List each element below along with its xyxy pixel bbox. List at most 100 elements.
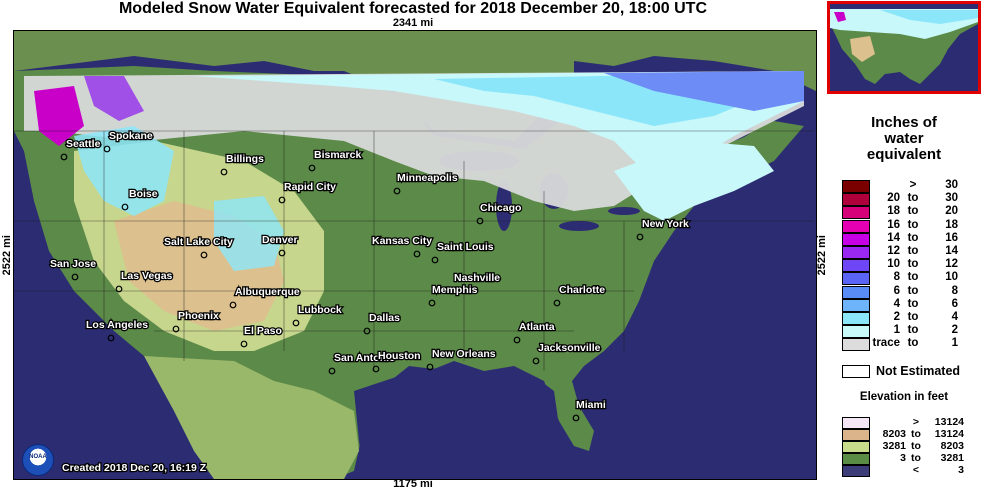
swe-legend-row: 2 to 4 bbox=[842, 311, 982, 325]
city-billings: Billings bbox=[220, 152, 265, 176]
city-label: Spokane bbox=[109, 130, 153, 142]
city-marker bbox=[572, 414, 580, 422]
swe-legend-low: trace bbox=[872, 337, 901, 350]
swe-legend-row: 8 to 10 bbox=[842, 271, 982, 286]
swe-legend-swatch bbox=[842, 232, 870, 246]
city-label: Charlotte bbox=[559, 284, 605, 296]
not-estimated-row: Not Estimated bbox=[842, 364, 982, 379]
rockies-snow bbox=[74, 126, 174, 216]
city-label: Lubbock bbox=[298, 304, 342, 316]
city-marker bbox=[115, 285, 123, 293]
city-rapid-city: Rapid City bbox=[278, 180, 337, 204]
swe-legend-swatch bbox=[842, 285, 870, 299]
legend-title-line: Inches of bbox=[871, 114, 937, 131]
city-nashville: Nashville bbox=[448, 271, 502, 295]
elevation-low: 8203 bbox=[882, 428, 906, 440]
swe-legend-low: 1 bbox=[893, 324, 900, 337]
city-dallas: Dallas bbox=[363, 311, 401, 335]
city-memphis: Memphis bbox=[428, 283, 479, 307]
city-label: Seattle bbox=[66, 138, 101, 150]
elevation-swatch bbox=[842, 417, 870, 429]
snow-blue-band bbox=[604, 71, 804, 111]
city-salt-lake-city: Salt Lake City bbox=[163, 235, 234, 259]
city-san-antonio: San Antonio bbox=[328, 351, 397, 375]
swe-legend-high: 12 bbox=[945, 258, 958, 271]
city-label: Salt Lake City bbox=[164, 236, 233, 248]
elevation-swatch bbox=[842, 441, 870, 453]
inset-overview-map[interactable] bbox=[827, 1, 981, 94]
city-marker bbox=[426, 363, 434, 371]
swe-legend-low: 14 bbox=[887, 231, 900, 244]
northeast-snow bbox=[614, 141, 774, 221]
swe-legend-sep: to bbox=[907, 324, 919, 337]
legend-title-line: water bbox=[884, 130, 924, 147]
city-label: Memphis bbox=[432, 284, 478, 296]
inset-svg bbox=[830, 4, 978, 91]
swe-legend-sep: to bbox=[907, 192, 919, 205]
elevation-swatch bbox=[842, 429, 870, 441]
city-label: Phoenix bbox=[178, 310, 219, 322]
city-label: El Paso bbox=[244, 325, 282, 337]
swe-legend-sep: to bbox=[907, 205, 919, 218]
scale-top: 2341 mi bbox=[392, 17, 434, 29]
city-jacksonville: Jacksonville bbox=[532, 341, 602, 365]
city-label: Las Vegas bbox=[121, 270, 173, 282]
swe-legend-low: 8 bbox=[893, 271, 900, 284]
swe-legend-sep: to bbox=[907, 284, 919, 297]
city-el-paso: El Paso bbox=[240, 324, 283, 348]
city-label: Rapid City bbox=[284, 181, 336, 193]
inset-deep-snow bbox=[834, 12, 846, 22]
city-los-angeles: Los Angeles bbox=[85, 318, 150, 342]
swe-legend-row: 1 to 2 bbox=[842, 324, 982, 339]
snow-map[interactable]: Seattle Spokane Billings Bismarck Minneapoli… bbox=[14, 31, 816, 479]
city-seattle: Seattle bbox=[60, 137, 102, 161]
city-new-york: New York bbox=[636, 217, 690, 241]
swe-legend-swatch bbox=[842, 259, 870, 273]
city-lubbock: Lubbock bbox=[292, 303, 343, 327]
elevation-legend-row: 3281 to 8203 bbox=[842, 440, 982, 453]
swe-legend-low: 10 bbox=[887, 258, 900, 271]
city-spokane: Spokane bbox=[103, 129, 154, 153]
not-estimated-swatch bbox=[842, 365, 870, 378]
city-marker bbox=[200, 251, 208, 259]
city-marker bbox=[372, 365, 380, 373]
not-estimated-label: Not Estimated bbox=[876, 364, 961, 378]
swe-legend-row: 16 to 18 bbox=[842, 218, 982, 233]
cities-layer: Seattle Spokane Billings Bismarck Minneapoli… bbox=[49, 129, 690, 422]
city-label: Minneapolis bbox=[397, 172, 458, 184]
inset-mountains bbox=[850, 36, 875, 62]
swe-legend-row: 4 to 6 bbox=[842, 298, 982, 312]
lake-michigan bbox=[496, 181, 512, 231]
inset-snow-mid bbox=[880, 10, 978, 24]
swe-legend-high: 18 bbox=[945, 218, 958, 231]
elevation-sep: to bbox=[911, 440, 921, 452]
city-marker bbox=[413, 250, 421, 258]
swe-legend-sep: > bbox=[909, 179, 917, 191]
swe-legend-swatch bbox=[842, 193, 870, 207]
city-marker bbox=[431, 256, 439, 264]
swe-legend-sep: to bbox=[907, 337, 919, 350]
noaa-logo: NOAA bbox=[22, 444, 54, 476]
city-marker bbox=[363, 327, 371, 335]
swe-legend-high: 20 bbox=[945, 205, 958, 218]
swe-legend-sep: to bbox=[907, 231, 919, 244]
city-label: Miami bbox=[576, 399, 606, 411]
city-marker bbox=[328, 367, 336, 375]
swe-legend-row: 12 to 14 bbox=[842, 245, 982, 259]
swe-legend-high: 8 bbox=[951, 284, 958, 297]
city-label: Dallas bbox=[369, 312, 400, 324]
elevation-high: 3 bbox=[958, 464, 964, 476]
city-san-jose: San Jose bbox=[49, 257, 98, 281]
swe-legend-low: 12 bbox=[887, 245, 900, 257]
city-marker bbox=[172, 325, 180, 333]
swe-legend-low: 16 bbox=[887, 218, 900, 231]
swe-legend-sep: to bbox=[907, 271, 919, 284]
city-marker bbox=[476, 217, 484, 225]
elevation-swatch bbox=[842, 465, 870, 477]
elevation-low: 3 bbox=[900, 452, 906, 464]
city-label: Bismarck bbox=[314, 149, 361, 161]
swe-legend-sep: to bbox=[907, 245, 919, 257]
map-panel[interactable]: Seattle Spokane Billings Bismarck Minneapoli… bbox=[13, 30, 817, 480]
swe-legend-high: 16 bbox=[945, 231, 958, 244]
noaa-logo-text: NOAA bbox=[29, 454, 47, 460]
